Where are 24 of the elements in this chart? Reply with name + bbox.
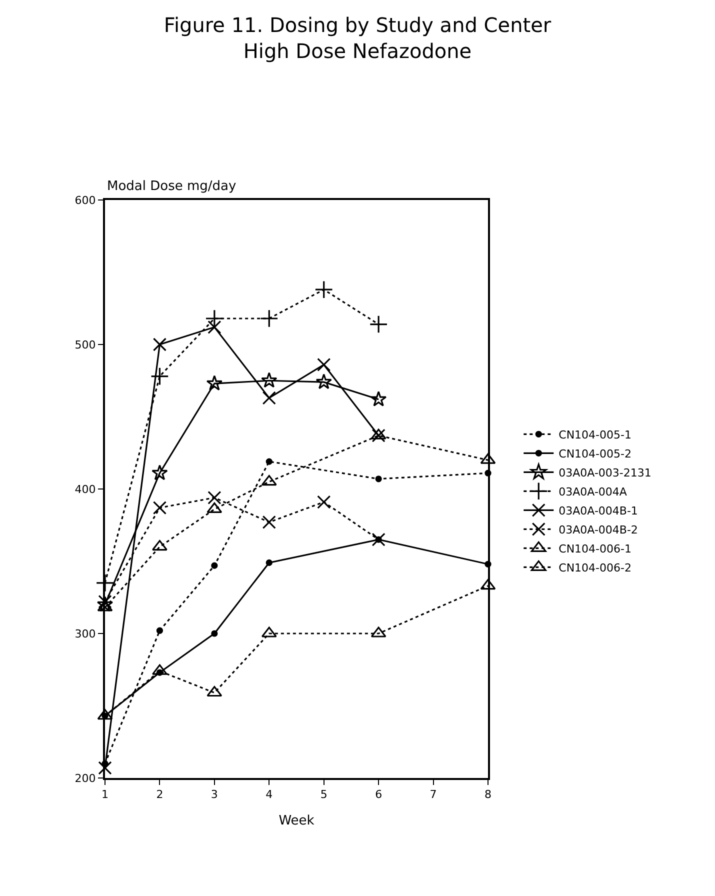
x-axis-title: Week [278,813,315,828]
legend-label: 03A0A-004B-1 [558,504,638,518]
y-tick-label: 600 [74,194,96,207]
x-tick-label: 7 [430,788,437,802]
y-tick-label: 500 [74,338,96,352]
y-tick-label: 300 [74,627,96,640]
x-tick-label: 1 [102,788,108,802]
legend-label: CN104-005-1 [558,428,632,442]
x-tick-label: 6 [375,788,382,802]
y-axis-title: Modal Dose mg/day [107,179,237,194]
chart-title: Figure 11. Dosing by Study and Center High Dose Nefazodone [164,13,552,63]
x-tick-label: 3 [210,788,218,802]
x-tick-label: 2 [156,788,164,802]
y-tick-label: 200 [74,772,96,785]
x-tick-label: 5 [320,788,328,802]
y-tick-label: 400 [74,482,96,496]
legend-label: 03A0A-004A [558,485,628,498]
x-tick-label: 4 [266,788,273,802]
legend-label: 03A0A-004B-2 [558,523,638,536]
legend-label: CN104-006-1 [558,542,632,556]
x-tick-label: 8 [484,788,492,802]
legend-label: CN104-005-2 [558,447,632,460]
legend-label: CN104-006-2 [558,561,632,574]
legend-label: 03A0A-003-2131 [558,466,652,480]
